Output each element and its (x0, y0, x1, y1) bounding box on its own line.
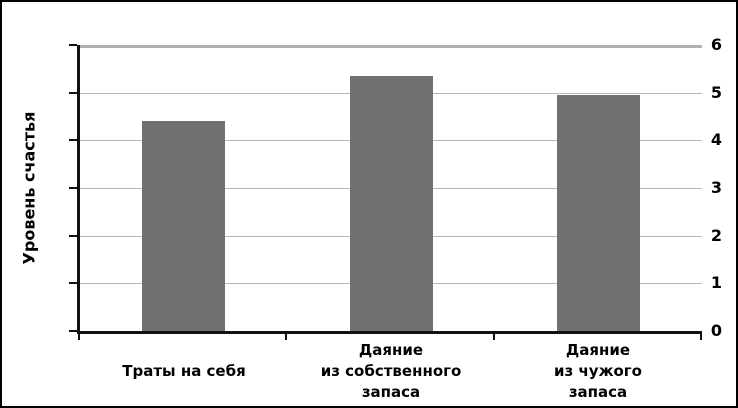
x-tick-mark-2 (493, 331, 495, 340)
y-tick-mark-3 (69, 187, 77, 189)
bar-2 (557, 95, 640, 331)
y-tick-mark-1 (69, 282, 77, 285)
y-tick-label-5: 5 (710, 82, 722, 102)
y-axis-title: Уровень счастья (19, 111, 39, 265)
x-category-label-2: Даяние из чужого запаса (494, 336, 702, 406)
y-tick-label-1: 1 (710, 273, 722, 293)
plot-area (77, 45, 702, 334)
x-category-label-0: Траты на себя (80, 336, 288, 406)
gridline-y-6 (80, 45, 702, 48)
y-tick-label-6: 6 (710, 35, 722, 54)
x-category-label-text-1: Даяние из собственного запаса (320, 340, 462, 401)
x-tick-mark-1 (285, 331, 287, 340)
y-tick-label-3: 3 (710, 178, 722, 197)
y-tick-mark-0 (69, 330, 77, 332)
y-tick-mark-2 (69, 234, 77, 237)
x-category-label-text-2: Даяние из чужого запаса (554, 340, 642, 401)
x-tick-mark-3 (700, 331, 702, 340)
bar-1 (350, 76, 433, 331)
y-tick-mark-5 (69, 91, 77, 94)
bar-0 (142, 121, 225, 331)
y-tick-label-4: 4 (710, 130, 722, 150)
y-tick-label-0: 0 (710, 321, 722, 340)
y-tick-mark-4 (69, 139, 77, 142)
x-category-label-1: Даяние из собственного запаса (287, 336, 495, 406)
x-tick-mark-0 (78, 331, 80, 340)
y-tick-label-2: 2 (710, 225, 722, 245)
y-tick-mark-6 (69, 44, 77, 46)
x-category-label-text-0: Траты на себя (122, 361, 246, 380)
